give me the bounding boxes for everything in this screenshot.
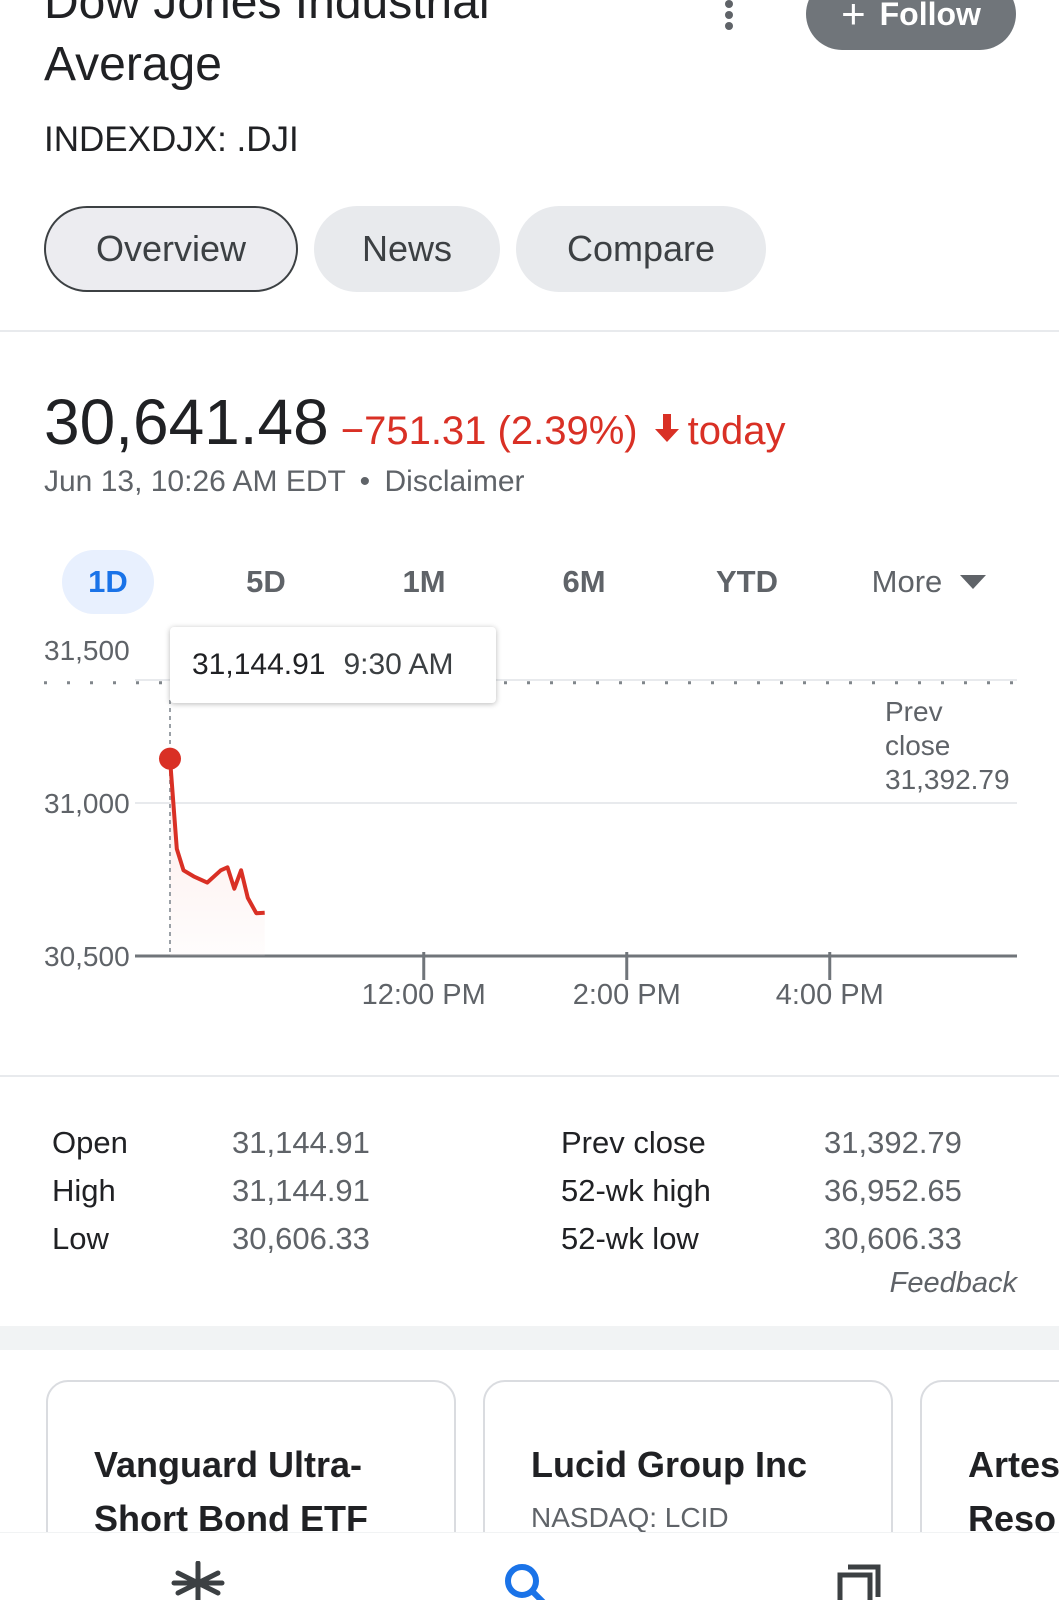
data-point bbox=[159, 747, 181, 770]
stat-label: 52-wk low bbox=[561, 1221, 699, 1256]
search-icon[interactable] bbox=[500, 1561, 550, 1600]
tab-label: Overview bbox=[95, 228, 247, 269]
current-price: 30,641.48 bbox=[44, 386, 329, 458]
stat-label: Low bbox=[52, 1221, 109, 1256]
stat-row-52wk-low: 52-wk low 30,606.33 bbox=[561, 1221, 962, 1269]
stat-row-prev-close: Prev close 31,392.79 bbox=[561, 1125, 962, 1173]
y-tick-label: 30,500 bbox=[44, 941, 130, 972]
ticker-symbol: INDEXDJX: .DJI bbox=[44, 120, 299, 159]
stat-label: Open bbox=[52, 1125, 128, 1160]
dropdown-arrow-icon bbox=[960, 575, 987, 589]
chart-tooltip: 31,144.91 9:30 AM bbox=[170, 627, 496, 703]
x-tick-label: 12:00 PM bbox=[362, 979, 486, 1011]
change-period: today bbox=[687, 409, 786, 453]
stats-left-column: Open 31,144.91 High 31,144.91 Low 30,606.33 bbox=[52, 1125, 370, 1269]
quote-timestamp: Jun 13, 10:26 AM EDT • Disclaimer bbox=[44, 465, 525, 499]
related-ticker: NASDAQ: LCID bbox=[531, 1502, 729, 1533]
tab-news[interactable]: News bbox=[314, 206, 500, 292]
range-ytd[interactable]: YTD bbox=[716, 564, 778, 599]
tabs-icon[interactable] bbox=[834, 1561, 884, 1600]
bottom-navigation bbox=[0, 1532, 1059, 1600]
price-change: −751.31 (2.39%) bbox=[340, 409, 638, 453]
prev-close-word2: close bbox=[885, 730, 951, 761]
page-title: Dow Jones Industrial Average bbox=[44, 0, 490, 91]
prev-close-value: 31,392.79 bbox=[885, 764, 1010, 795]
stat-value: 31,144.91 bbox=[232, 1125, 370, 1160]
stat-label: High bbox=[52, 1173, 116, 1208]
arrow-down-icon bbox=[652, 412, 682, 449]
tooltip-value: 31,144.91 bbox=[192, 648, 326, 681]
stat-row-low: Low 30,606.33 bbox=[52, 1221, 370, 1269]
kebab-menu-icon[interactable] bbox=[722, 0, 736, 30]
range-5d[interactable]: 5D bbox=[246, 564, 286, 599]
plus-icon: + bbox=[841, 0, 866, 37]
y-tick-label: 31,000 bbox=[44, 788, 130, 819]
x-tick-label: 2:00 PM bbox=[573, 979, 681, 1011]
stat-value: 30,606.33 bbox=[232, 1221, 370, 1256]
related-card[interactable]: Artes Reso bbox=[920, 1380, 1059, 1540]
price-row: 30,641.48 −751.31 (2.39%) today bbox=[44, 385, 785, 459]
related-name: Vanguard Ultra-Short Bond ETF bbox=[94, 1444, 368, 1539]
stat-row-high: High 31,144.91 bbox=[52, 1173, 370, 1221]
stat-value: 31,144.91 bbox=[232, 1173, 370, 1208]
divider bbox=[0, 330, 1059, 332]
stat-label: Prev close bbox=[561, 1125, 706, 1160]
separator: • bbox=[359, 465, 371, 498]
range-1d[interactable]: 1D bbox=[62, 550, 154, 614]
stat-value: 36,952.65 bbox=[824, 1173, 962, 1208]
prev-close-annotation: Prev close 31,392.79 bbox=[885, 695, 1010, 797]
stat-row-open: Open 31,144.91 bbox=[52, 1125, 370, 1173]
series-line bbox=[168, 758, 265, 916]
price-chart[interactable]: 31,500 31,000 30,500 12:00 PM 2:00 PM 4:00 PM bbox=[0, 620, 1059, 1040]
tab-label: Compare bbox=[566, 228, 716, 269]
stat-row-52wk-high: 52-wk high 36,952.65 bbox=[561, 1173, 962, 1221]
stat-value: 30,606.33 bbox=[824, 1221, 962, 1256]
related-card[interactable]: Vanguard Ultra-Short Bond ETF bbox=[46, 1380, 456, 1540]
follow-label: Follow bbox=[879, 0, 981, 32]
tab-bar: Overview News Compare bbox=[44, 206, 766, 292]
stat-value: 31,392.79 bbox=[824, 1125, 962, 1160]
follow-button[interactable]: + Follow bbox=[806, 0, 1016, 50]
stats-right-column: Prev close 31,392.79 52-wk high 36,952.65 … bbox=[561, 1125, 962, 1269]
range-selector: 1D 5D 1M 6M YTD More bbox=[62, 550, 1022, 614]
timestamp-text: Jun 13, 10:26 AM EDT bbox=[44, 465, 346, 498]
x-tick-label: 4:00 PM bbox=[776, 979, 884, 1011]
divider bbox=[0, 1075, 1059, 1077]
range-6m[interactable]: 6M bbox=[562, 564, 606, 599]
series-area bbox=[170, 758, 265, 956]
related-name: Artes Reso bbox=[968, 1444, 1059, 1539]
y-tick-label: 31,500 bbox=[44, 635, 130, 666]
range-more-label: More bbox=[871, 564, 943, 599]
related-name: Lucid Group Inc bbox=[531, 1444, 807, 1485]
related-card[interactable]: Lucid Group Inc NASDAQ: LCID bbox=[483, 1380, 893, 1540]
section-separator bbox=[0, 1326, 1059, 1350]
tab-label: News bbox=[361, 228, 453, 269]
tooltip-time: 9:30 AM bbox=[343, 648, 454, 681]
related-stocks-carousel[interactable]: Vanguard Ultra-Short Bond ETF Lucid Grou… bbox=[46, 1380, 1059, 1540]
discover-asterisk-icon[interactable] bbox=[170, 1561, 226, 1600]
disclaimer-link[interactable]: Disclaimer bbox=[384, 465, 525, 498]
range-1m[interactable]: 1M bbox=[402, 564, 446, 599]
range-more[interactable]: More bbox=[859, 550, 999, 614]
tab-compare[interactable]: Compare bbox=[516, 206, 766, 292]
feedback-link[interactable]: Feedback bbox=[889, 1267, 1017, 1299]
tab-overview[interactable]: Overview bbox=[44, 206, 298, 292]
prev-close-word1: Prev bbox=[885, 696, 943, 727]
stat-label: 52-wk high bbox=[561, 1173, 711, 1208]
